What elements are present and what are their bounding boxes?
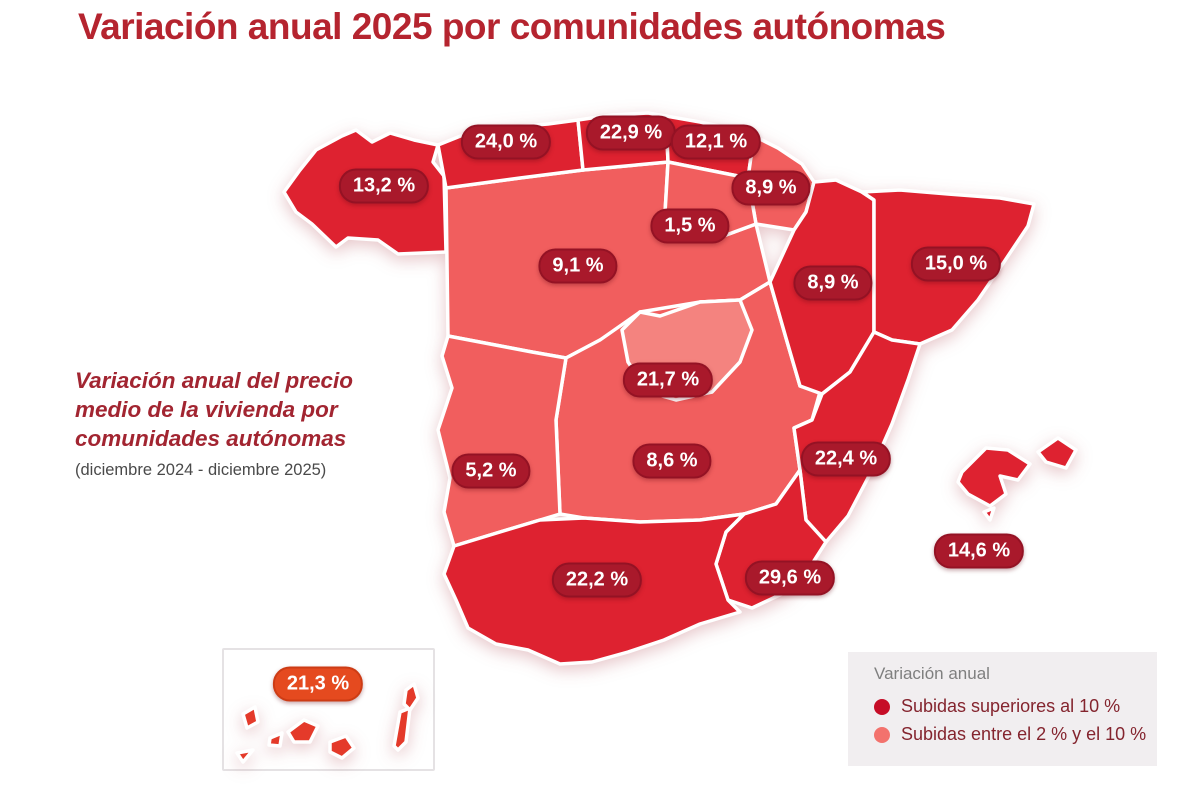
value-badge-galicia: 13,2 % bbox=[338, 168, 430, 204]
value-badge-cataluna: 15,0 % bbox=[910, 246, 1002, 282]
value-badge-pais-vasco: 12,1 % bbox=[670, 124, 762, 160]
value-badge-canarias: 21,3 % bbox=[272, 666, 364, 702]
legend-items: Subidas superiores al 10 % Subidas entre … bbox=[874, 696, 1157, 745]
value-badge-castilla-y-leon: 9,1 % bbox=[538, 248, 618, 284]
value-badge-murcia: 29,6 % bbox=[744, 560, 836, 596]
legend-label: Subidas entre el 2 % y el 10 % bbox=[901, 724, 1147, 744]
page-title: Variación anual 2025 por comunidades aut… bbox=[78, 6, 946, 47]
island-mallorca bbox=[956, 446, 1032, 508]
island-la-palma bbox=[241, 705, 260, 730]
value-badge-asturias: 24,0 % bbox=[460, 124, 552, 160]
legend-item: Subidas superiores al 10 % bbox=[874, 696, 1157, 717]
legend-dot-mid bbox=[874, 726, 890, 743]
legend-item: Subidas entre el 2 % y el 10 % bbox=[874, 724, 1157, 745]
island-la-gomera bbox=[267, 731, 284, 748]
island-tenerife bbox=[286, 718, 320, 744]
island-cabrera bbox=[982, 506, 996, 522]
value-badge-valencia: 22,4 % bbox=[800, 441, 892, 477]
value-badge-extremadura: 5,2 % bbox=[451, 453, 531, 489]
legend-dot-high bbox=[874, 698, 890, 715]
value-badge-navarra: 8,9 % bbox=[731, 170, 811, 206]
annotation-line: comunidades autónomas bbox=[75, 426, 347, 451]
value-badge-castilla-la-mancha: 8,6 % bbox=[632, 443, 712, 479]
value-badge-la-rioja: 1,5 % bbox=[650, 208, 730, 244]
legend: Variación anual Subidas superiores al 10… bbox=[848, 652, 1157, 766]
island-el-hierro bbox=[235, 748, 255, 764]
value-badge-baleares: 14,6 % bbox=[933, 533, 1025, 569]
island-gran-canaria bbox=[328, 734, 356, 760]
legend-title: Variación anual bbox=[874, 664, 990, 683]
value-badge-andalucia: 22,2 % bbox=[551, 562, 643, 598]
value-badge-cantabria: 22,9 % bbox=[585, 115, 677, 151]
island-lanzarote bbox=[402, 682, 420, 712]
annotation-line: Variación anual del precio bbox=[75, 368, 354, 393]
island-fuerteventura bbox=[392, 706, 412, 752]
legend-label: Subidas superiores al 10 % bbox=[901, 696, 1121, 716]
value-badge-aragon: 8,9 % bbox=[793, 265, 873, 301]
value-badge-madrid: 21,7 % bbox=[622, 362, 714, 398]
island-menorca bbox=[1036, 436, 1078, 470]
annotation-period: (diciembre 2024 - diciembre 2025) bbox=[75, 461, 327, 479]
annotation-line: medio de la vivienda por bbox=[75, 397, 338, 422]
map-annotation: Variación anual del precio medio de la v… bbox=[75, 366, 353, 480]
